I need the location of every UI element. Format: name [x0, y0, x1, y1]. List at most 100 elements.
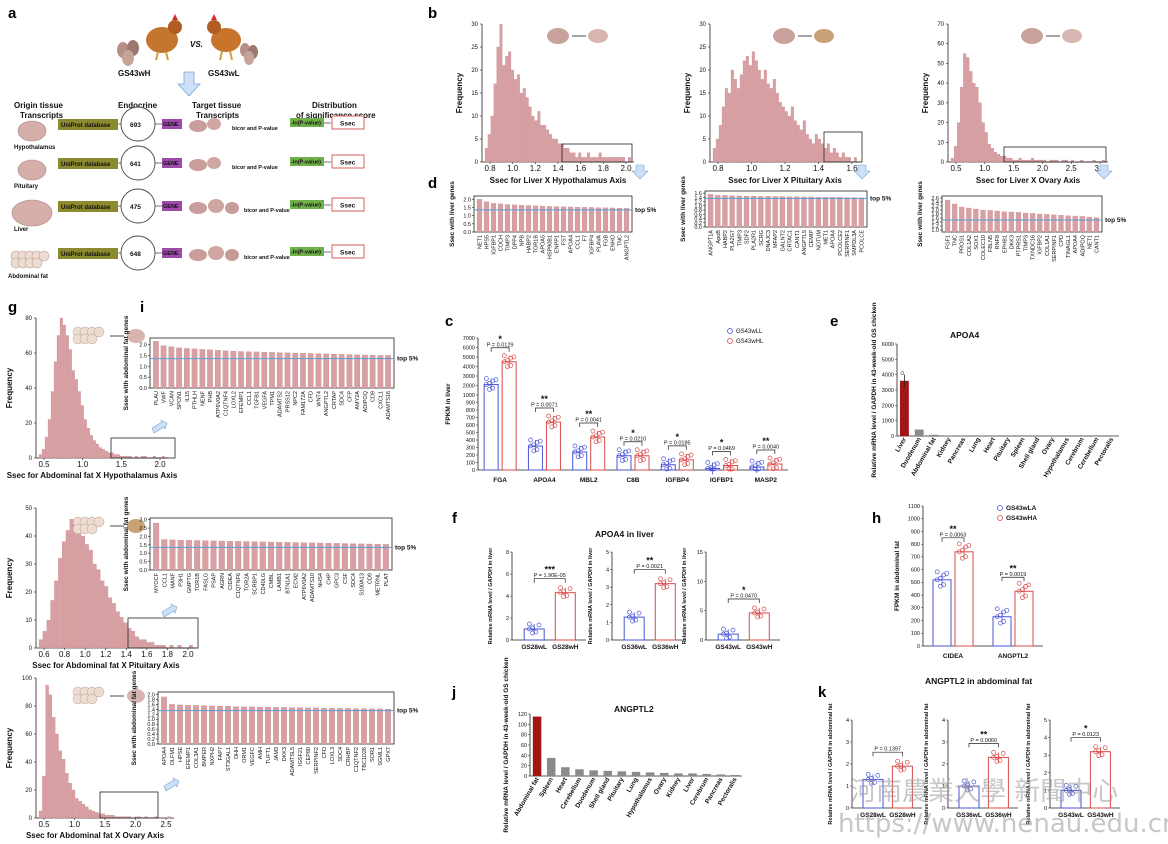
- legend-high: GS43wHA: [1006, 515, 1037, 522]
- y-tick-label: 0.2: [694, 221, 702, 227]
- hist-bar: [61, 541, 66, 649]
- hist-bar: [52, 717, 56, 819]
- x-tick-label: 0.8: [712, 164, 724, 173]
- gene-label: CD40LG: [261, 573, 267, 594]
- data-point: [555, 414, 561, 420]
- p-value: P = 0.0040: [753, 445, 780, 451]
- hist-bar: [54, 580, 59, 649]
- target-organ-icon: [814, 29, 834, 43]
- data-point: [898, 762, 904, 768]
- hist-bar: [505, 56, 509, 163]
- hist-bar: [990, 148, 994, 163]
- x-tick-label: 2.0: [154, 460, 166, 469]
- panel-g-histograms: 0 20 40 60 80 0.5 1.0 1.5 2.0 Frequency Ssec for A…: [5, 316, 199, 840]
- hist-bar: [135, 636, 139, 649]
- col-endocrine-1: Endocrine: [118, 101, 158, 110]
- top5-label: top 5%: [397, 708, 419, 715]
- hist-bar: [957, 122, 961, 163]
- hist-bar: [730, 69, 734, 163]
- hist-bar: [975, 86, 979, 163]
- hist-bar: [557, 143, 561, 163]
- endocrine-count: 693: [130, 122, 141, 129]
- hist-bar: [508, 51, 512, 163]
- target-organ-icon: [127, 689, 145, 703]
- panel-b-0-histogram: 0 5 10 15 20 25 30 0.8 1.0 1.2 1.4 1.6 1.8 2.0: [471, 22, 634, 173]
- p-value: P = 0.0185: [664, 440, 691, 446]
- data-point: [869, 776, 874, 781]
- group-label-low: GS43wL: [715, 644, 741, 651]
- down-arrow-icon: [1095, 164, 1113, 180]
- gene-bar: [532, 205, 539, 233]
- gene-label: PTPRS1: [1016, 235, 1022, 256]
- gene-label: ApoB: [716, 230, 722, 244]
- y-tick-label: 0.2: [147, 737, 155, 743]
- hist-bar: [760, 79, 764, 163]
- data-point: [774, 458, 779, 463]
- hist-bar: [604, 157, 608, 163]
- y-tick-label: 40: [25, 760, 32, 766]
- group-label-high: GS36wH: [985, 812, 1012, 819]
- panel-b-ylabel: Frequency: [683, 72, 692, 113]
- bicor-label: bicor and P-value: [244, 255, 290, 261]
- hist-bar: [802, 120, 806, 163]
- y-tick-label: 4: [846, 718, 849, 724]
- gene-label: SOX1: [974, 235, 980, 250]
- y-tick-label: 20: [937, 121, 944, 127]
- gene-bar: [801, 196, 807, 228]
- sig-bracket: [667, 445, 687, 450]
- gene-label: PLA2G7: [730, 230, 736, 251]
- y-tick-label: 4: [942, 718, 945, 724]
- y-tick-label: 0: [941, 160, 945, 166]
- data-point: [1000, 751, 1006, 756]
- gene-bar: [217, 706, 223, 745]
- data-point: [483, 382, 489, 387]
- hist-bar: [1018, 157, 1022, 163]
- data-point: [561, 594, 567, 600]
- y-tick-label: 0: [506, 638, 509, 644]
- gene-label: EPHB1: [1002, 235, 1008, 253]
- hist-bar: [769, 88, 773, 163]
- group-label: MASP2: [755, 477, 778, 484]
- data-point: [575, 454, 581, 460]
- hist-bar: [987, 144, 991, 163]
- y-tick-label: 3: [846, 740, 849, 746]
- gene-label: SERPINF2: [314, 747, 320, 774]
- data-point: [505, 364, 510, 369]
- y-tick-label: 600: [911, 567, 920, 573]
- data-point: [961, 778, 967, 784]
- y-tick-label: 3000: [882, 388, 894, 394]
- data-point: [533, 629, 539, 635]
- panel-h-ylabel: FPKM in abdominal fat: [894, 540, 901, 611]
- data-point: [567, 586, 573, 592]
- vs-label: VS.: [190, 40, 203, 49]
- hist-bar: [592, 157, 596, 163]
- y-tick-label: 30: [25, 562, 32, 568]
- x-tick-label: 1.0: [69, 820, 81, 829]
- y-tick-label: 100: [518, 722, 527, 728]
- data-point: [965, 787, 970, 793]
- y-tick-label: 2.5: [139, 526, 147, 532]
- gene-bar: [168, 346, 175, 389]
- gene-label: SCRBP1: [253, 573, 259, 595]
- gene-bar: [830, 197, 836, 228]
- hist-bar: [150, 642, 155, 649]
- hist-bar: [745, 56, 749, 163]
- panel-i-0-chart: 0.0 0.5 1.0 1.5 2.0 PLAU VWF VCAN SPON1 IL15 PTHLH…: [139, 337, 419, 420]
- y-tick-label: 4: [606, 568, 609, 574]
- tissue-bar: [617, 771, 627, 776]
- gene-label: JAM3: [274, 747, 280, 761]
- target-tissue-icon: [207, 157, 221, 169]
- y-tick-label: 5000: [463, 355, 475, 361]
- tissue-label: Abdominal fat: [8, 274, 48, 280]
- data-point: [895, 758, 900, 764]
- gene-bar: [161, 539, 168, 571]
- x-tick-label: 2.0: [1037, 164, 1049, 173]
- data-point: [620, 452, 625, 457]
- hist-bar: [80, 405, 84, 459]
- gene-bar: [385, 355, 391, 389]
- group-label-low: GS28wL: [521, 644, 547, 651]
- y-tick-label: 1: [846, 784, 849, 790]
- data-point: [531, 448, 537, 454]
